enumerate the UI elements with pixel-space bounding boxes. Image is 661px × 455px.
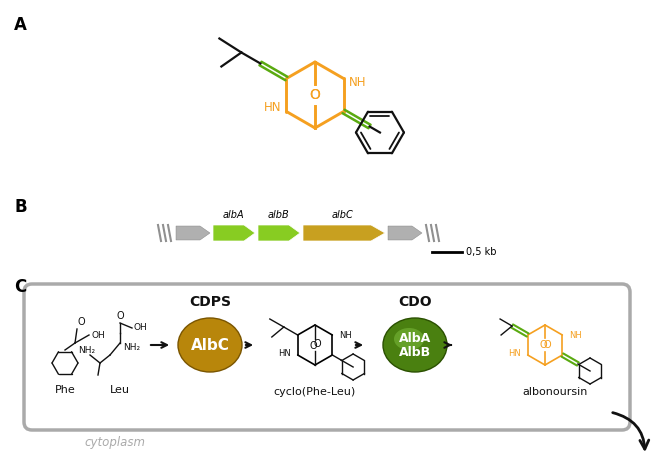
Ellipse shape: [383, 318, 447, 372]
Text: albA: albA: [222, 210, 244, 220]
Text: CDPS: CDPS: [189, 295, 231, 309]
Text: AlbC: AlbC: [190, 338, 229, 353]
Text: AlbA: AlbA: [399, 332, 431, 344]
Text: Leu: Leu: [110, 385, 130, 395]
Text: Phe: Phe: [55, 385, 75, 395]
Text: 0,5 kb: 0,5 kb: [466, 247, 496, 257]
Text: O: O: [78, 317, 86, 327]
Text: AlbB: AlbB: [399, 345, 431, 359]
Ellipse shape: [394, 328, 424, 350]
Text: O: O: [543, 340, 551, 350]
Polygon shape: [258, 225, 300, 241]
Text: cyclo(Phe-Leu): cyclo(Phe-Leu): [274, 387, 356, 397]
Polygon shape: [388, 226, 422, 240]
Text: NH₂: NH₂: [78, 346, 95, 355]
Text: O: O: [309, 341, 317, 351]
Text: OH: OH: [91, 332, 104, 340]
Text: O: O: [116, 311, 124, 321]
Polygon shape: [213, 225, 255, 241]
FancyArrowPatch shape: [613, 413, 649, 449]
Ellipse shape: [178, 318, 242, 372]
Text: NH: NH: [349, 76, 366, 89]
Text: HN: HN: [278, 349, 291, 359]
Polygon shape: [303, 225, 385, 241]
Text: NH: NH: [569, 332, 582, 340]
Text: HN: HN: [264, 101, 281, 114]
Text: A: A: [14, 16, 27, 34]
Text: HN: HN: [508, 349, 521, 359]
Text: cytoplasm: cytoplasm: [85, 436, 145, 449]
Text: OH: OH: [134, 323, 148, 332]
Text: NH₂: NH₂: [123, 343, 140, 352]
Text: albonoursin: albonoursin: [522, 387, 588, 397]
Text: NH: NH: [339, 332, 352, 340]
Polygon shape: [176, 226, 210, 240]
Text: albC: albC: [331, 210, 353, 220]
Text: O: O: [309, 88, 321, 102]
Text: O: O: [309, 88, 321, 102]
Text: O: O: [313, 339, 321, 349]
Text: albB: albB: [267, 210, 289, 220]
Text: B: B: [14, 198, 26, 216]
Text: CDO: CDO: [398, 295, 432, 309]
Text: O: O: [539, 340, 547, 350]
Text: C: C: [14, 278, 26, 296]
